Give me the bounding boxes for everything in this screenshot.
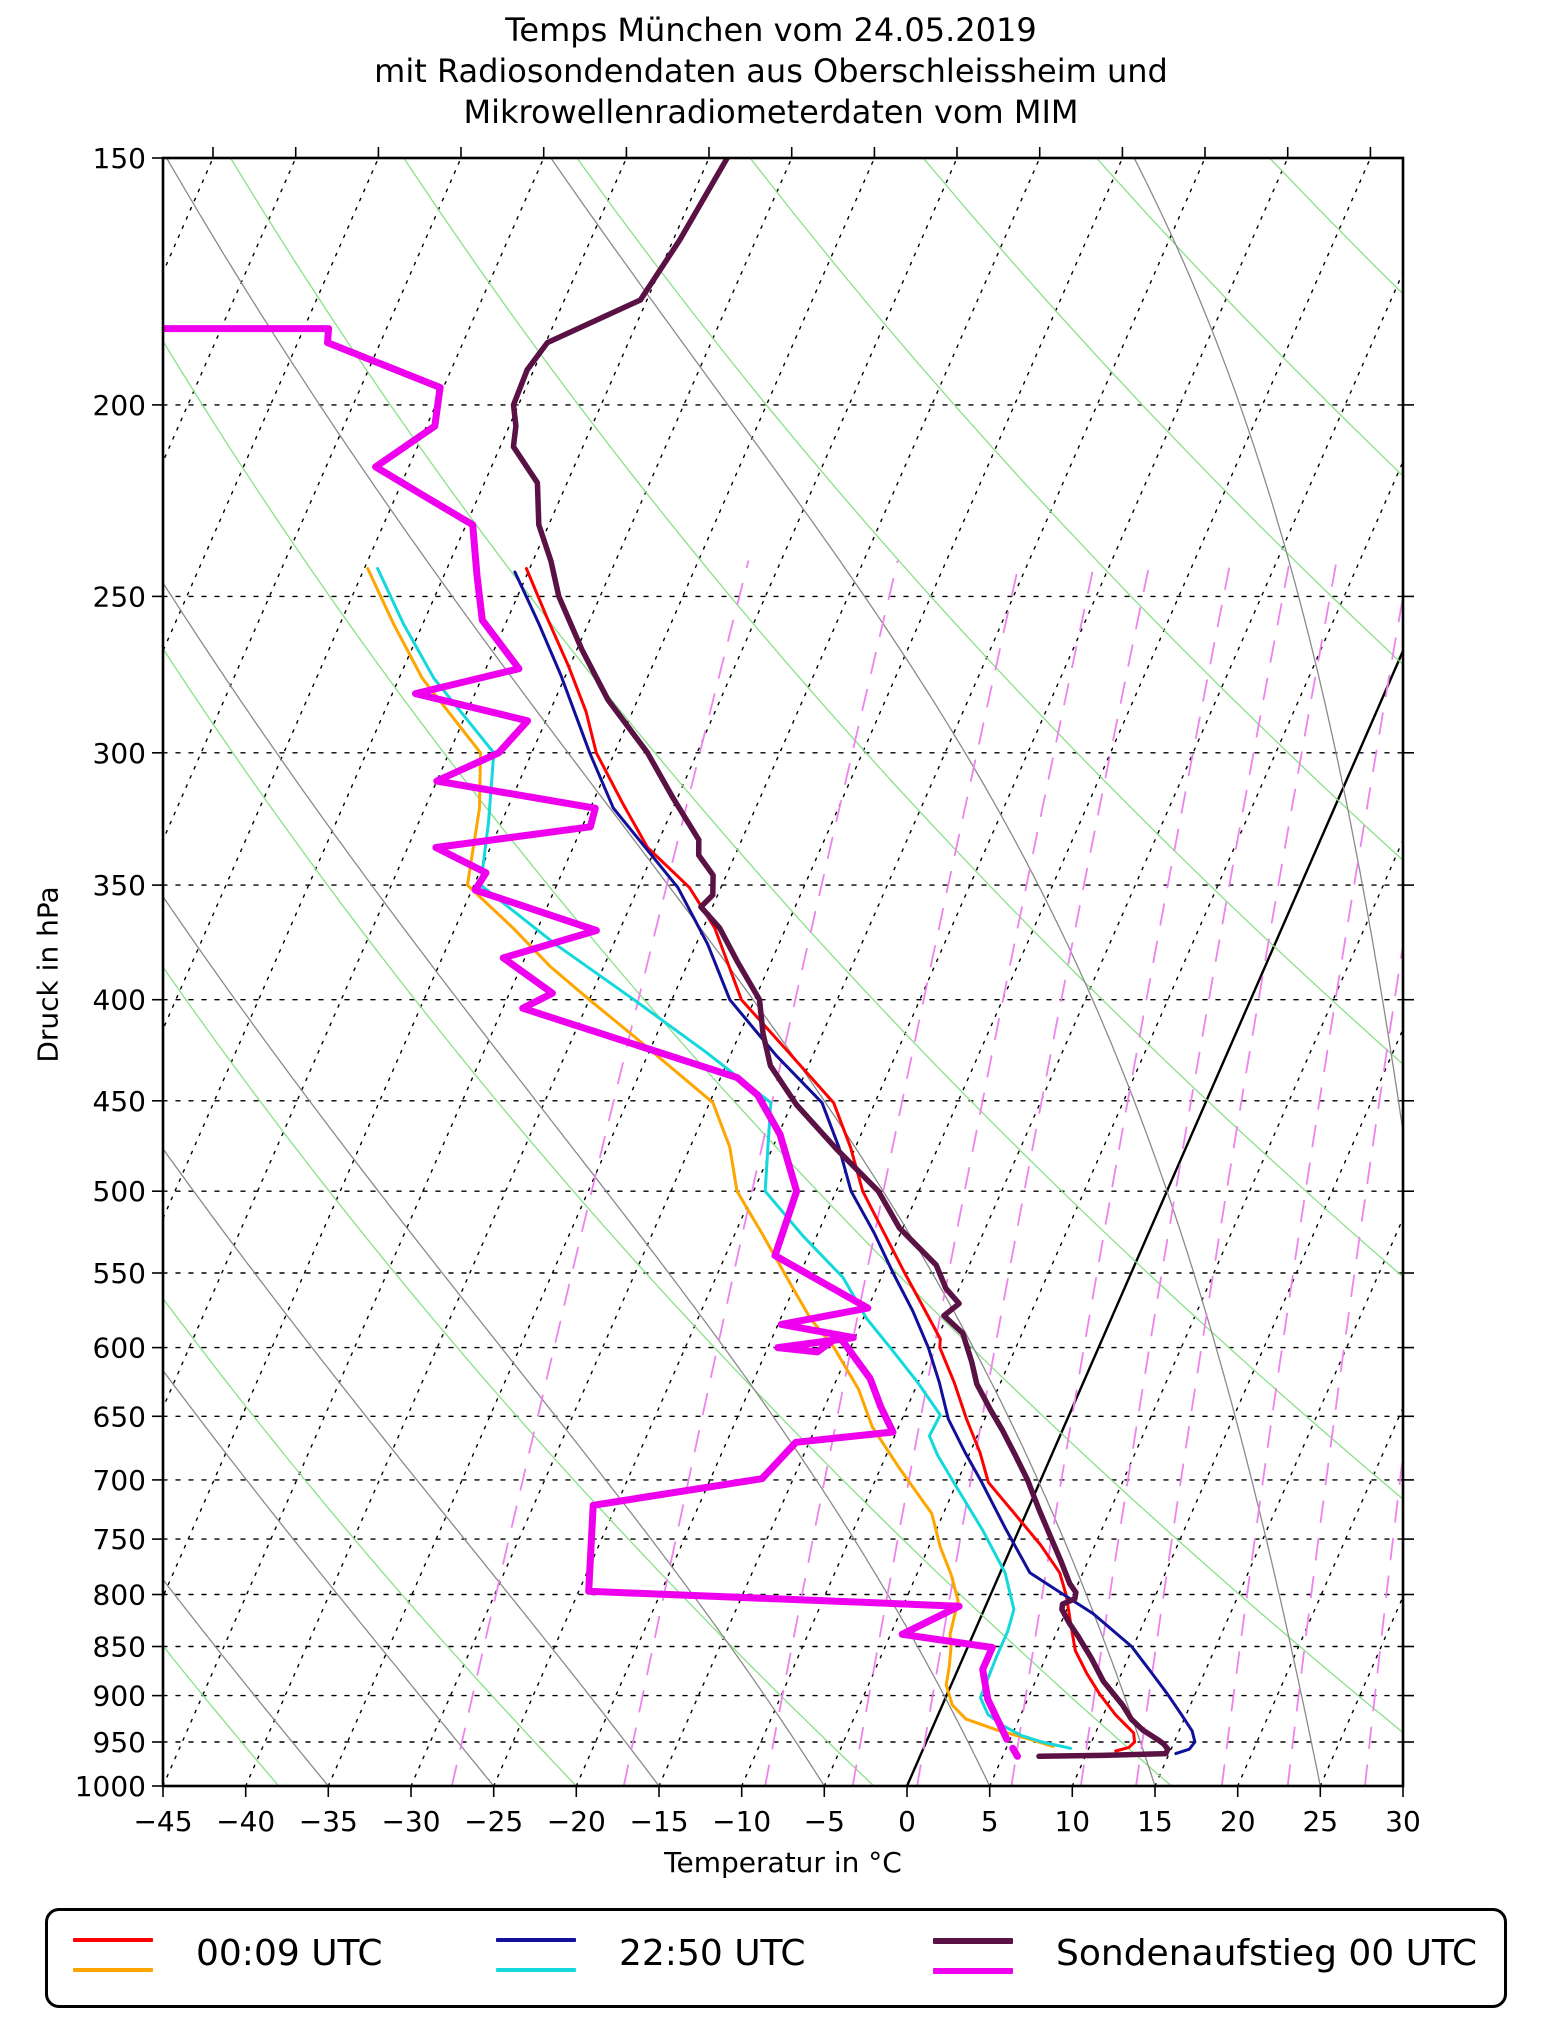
svg-text:900: 900 <box>93 1680 146 1713</box>
svg-text:700: 700 <box>93 1464 146 1497</box>
svg-text:−15: −15 <box>629 1805 688 1838</box>
svg-text:25: 25 <box>1302 1805 1338 1838</box>
svg-text:550: 550 <box>93 1257 146 1290</box>
svg-text:−30: −30 <box>381 1805 440 1838</box>
svg-text:−35: −35 <box>299 1805 358 1838</box>
svg-text:300: 300 <box>93 737 146 770</box>
svg-text:−10: −10 <box>712 1805 771 1838</box>
svg-text:450: 450 <box>93 1085 146 1118</box>
legend-label: Sondenaufstieg 00 UTC <box>1056 1933 1477 1974</box>
svg-text:600: 600 <box>93 1332 146 1365</box>
svg-text:750: 750 <box>93 1523 146 1556</box>
svg-text:650: 650 <box>93 1400 146 1433</box>
svg-text:400: 400 <box>93 984 146 1017</box>
y-axis-label: Druck in hPa <box>31 886 65 1063</box>
chart-title: Temps München vom 24.05.2019 mit Radioso… <box>0 10 1542 133</box>
svg-text:1000: 1000 <box>75 1770 146 1803</box>
legend-dewpoint-line <box>496 1968 576 1972</box>
svg-text:5: 5 <box>981 1805 999 1838</box>
svg-text:−25: −25 <box>464 1805 523 1838</box>
svg-text:−5: −5 <box>804 1805 845 1838</box>
svg-text:250: 250 <box>93 580 146 613</box>
svg-text:950: 950 <box>93 1726 146 1759</box>
svg-text:−40: −40 <box>216 1805 275 1838</box>
legend-temperature-line <box>933 1938 1013 1944</box>
svg-text:10: 10 <box>1054 1805 1090 1838</box>
svg-text:200: 200 <box>93 389 146 422</box>
legend-dewpoint-line <box>73 1968 153 1972</box>
svg-text:150: 150 <box>93 142 146 175</box>
legend-temperature-line <box>73 1938 153 1942</box>
chart-title-line2: mit Radiosondendaten aus Oberschleisshei… <box>374 52 1168 90</box>
chart-title-line1: Temps München vom 24.05.2019 <box>505 11 1037 49</box>
svg-text:800: 800 <box>93 1579 146 1612</box>
svg-text:30: 30 <box>1385 1805 1421 1838</box>
x-axis-label: Temperatur in °C <box>664 1846 902 1879</box>
legend-label: 22:50 UTC <box>619 1933 806 1974</box>
svg-text:−20: −20 <box>547 1805 606 1838</box>
svg-text:500: 500 <box>93 1175 146 1208</box>
legend: 00:09 UTC 22:50 UTC Sondenaufstieg 00 UTC <box>45 1908 1507 2008</box>
chart-title-line3: Mikrowellenradiometerdaten vom MIM <box>463 93 1079 131</box>
legend-dewpoint-line <box>933 1968 1013 1974</box>
svg-text:−45: −45 <box>133 1805 192 1838</box>
svg-text:20: 20 <box>1220 1805 1256 1838</box>
svg-text:850: 850 <box>93 1631 146 1664</box>
legend-temperature-line <box>496 1938 576 1942</box>
legend-label: 00:09 UTC <box>196 1933 383 1974</box>
svg-text:350: 350 <box>93 869 146 902</box>
svg-text:0: 0 <box>898 1805 916 1838</box>
svg-text:15: 15 <box>1137 1805 1173 1838</box>
